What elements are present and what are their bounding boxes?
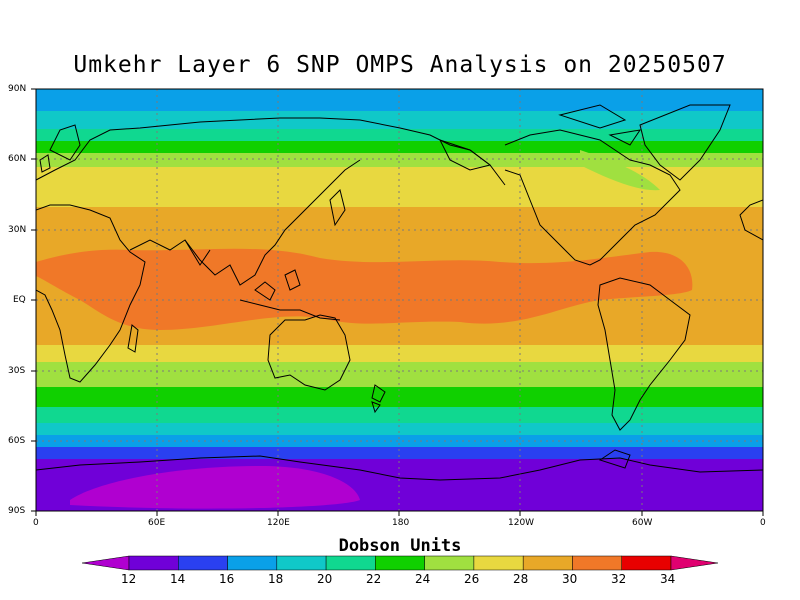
colorbar-swatch: [325, 555, 376, 571]
band-20-22: [36, 129, 763, 141]
colorbar-swatch: [178, 555, 228, 571]
colorbar-swatch: [424, 555, 475, 571]
graticule: [36, 89, 763, 511]
colorbar-tick-label: 16: [219, 572, 235, 586]
colorbar-tick-label: 28: [513, 572, 529, 586]
colorbar-tick-label: 14: [170, 572, 186, 586]
axis-ticks: [31, 88, 764, 516]
colorbar-swatch: [375, 555, 425, 571]
map-title: Umkehr Layer 6 SNP OMPS Analysis on 2025…: [73, 52, 727, 78]
lon-label-0: 0: [33, 518, 39, 528]
colorbar-cap-high: [670, 555, 719, 571]
ozone-field: [36, 89, 763, 511]
band-16-18-south: [36, 435, 763, 447]
colorbar-tick-label: 34: [660, 572, 676, 586]
lon-label-120w: 120W: [508, 518, 535, 528]
band-16-18: [36, 89, 763, 111]
coastlines: [36, 104, 763, 481]
colorbar-tick-label: 30: [562, 572, 578, 586]
colorbar-tick-label: 12: [121, 572, 137, 586]
colorbar-swatch: [572, 555, 622, 571]
colorbar-swatch: [227, 555, 278, 571]
lat-label-eq: EQ: [13, 295, 26, 305]
band-14-16-south: [36, 447, 763, 459]
colorbar-cap-low: [81, 555, 130, 571]
lon-label-60w: 60W: [632, 518, 653, 528]
colorbar-title: Dobson Units: [338, 536, 462, 556]
band-22-24: [36, 141, 763, 153]
lat-label-90s: 90S: [8, 506, 26, 516]
colorbar-tick-label: 26: [464, 572, 480, 586]
band-18-20-south: [36, 423, 763, 435]
lat-label-60n: 60N: [8, 154, 27, 164]
lat-label-90n: 90N: [8, 84, 27, 94]
lat-label-30n: 30N: [8, 225, 27, 235]
colorbar-tick-label: 18: [268, 572, 284, 586]
lat-label-60s: 60S: [8, 436, 26, 446]
colorbar-swatch: [276, 555, 327, 571]
colorbar-swatch: [473, 555, 524, 571]
lon-label-120e: 120E: [267, 518, 290, 528]
colorbar-swatch: [128, 555, 179, 571]
antarctic-minimum: [70, 466, 360, 509]
colorbar-swatch: [621, 555, 672, 571]
lon-label-0-east: 0: [760, 518, 766, 528]
colorbar-tick-label: 24: [415, 572, 431, 586]
colorbar: [81, 555, 719, 571]
colorbar-tick-label: 22: [366, 572, 382, 586]
lon-label-180: 180: [392, 518, 410, 528]
colorbar-tick-label: 32: [611, 572, 627, 586]
lat-label-30s: 30S: [8, 366, 26, 376]
colorbar-tick-label: 20: [317, 572, 333, 586]
lon-label-60e: 60E: [148, 518, 166, 528]
tropical-maximum: [36, 248, 693, 330]
colorbar-swatch: [522, 555, 573, 571]
